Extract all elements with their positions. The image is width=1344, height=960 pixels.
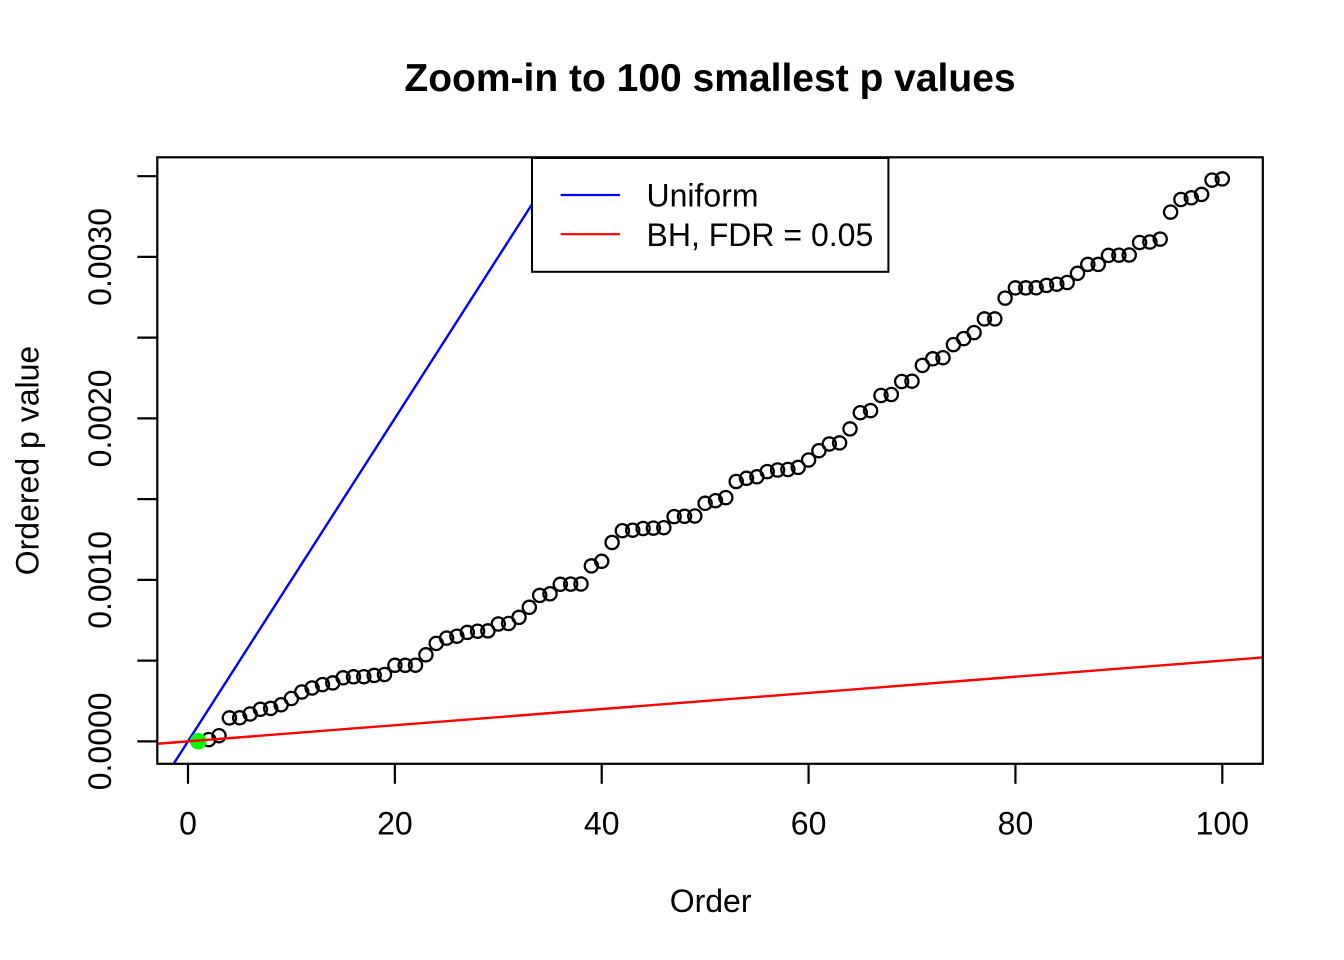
svg-text:Zoom-in to 100 smallest p valu: Zoom-in to 100 smallest p values (404, 57, 1015, 100)
svg-text:0.0000: 0.0000 (82, 692, 118, 790)
svg-text:20: 20 (377, 806, 413, 842)
svg-text:80: 80 (998, 806, 1034, 842)
svg-text:Order: Order (670, 883, 752, 919)
svg-text:Ordered p value: Ordered p value (10, 346, 46, 575)
svg-text:60: 60 (791, 806, 827, 842)
svg-text:0.0010: 0.0010 (82, 531, 118, 629)
svg-text:0.0020: 0.0020 (82, 369, 118, 467)
svg-text:100: 100 (1196, 806, 1249, 842)
svg-text:40: 40 (584, 806, 620, 842)
svg-text:0.0030: 0.0030 (82, 208, 118, 306)
svg-text:BH, FDR = 0.05: BH, FDR = 0.05 (647, 217, 874, 253)
svg-text:Uniform: Uniform (647, 178, 759, 214)
svg-text:0: 0 (179, 806, 197, 842)
